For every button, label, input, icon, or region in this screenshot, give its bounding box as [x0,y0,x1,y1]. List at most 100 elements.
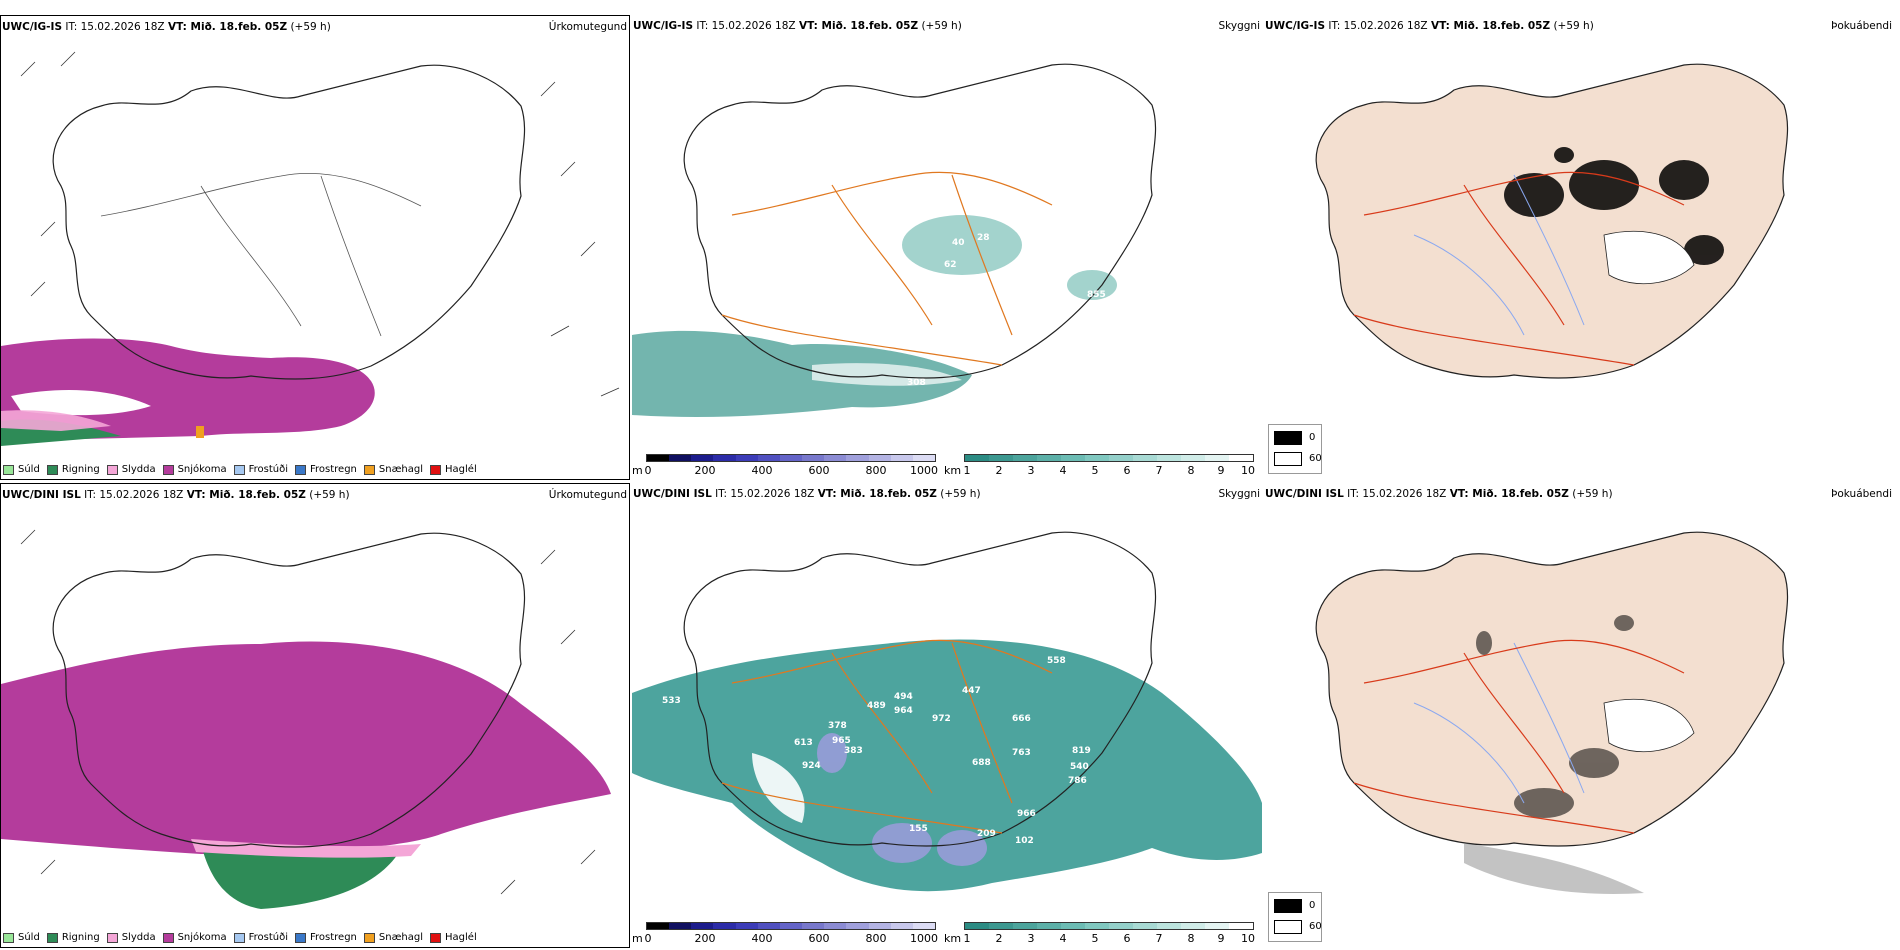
panel-header: UWC/IG-IS IT: 15.02.2026 18Z VT: Mið. 18… [2,21,331,33]
land [1315,63,1789,379]
legend-swatch [430,464,442,475]
colorbar-segment [713,923,736,929]
vis-value: 62 [944,260,957,270]
panel-header: UWC/IG-IS IT: 15.02.2026 18Z VT: Mið. 18… [633,20,962,32]
colorbar-segment [779,455,803,461]
colorbar-segment [846,923,869,929]
colorbar-tick: 400 [751,464,773,477]
roads [1353,171,1685,366]
rain-area [201,844,401,909]
colorbar-tick: 9 [1217,932,1225,945]
coastline [52,64,526,380]
colorbar-segment [1085,455,1109,461]
panel-precip-dini: UWC/DINI ISL IT: 15.02.2026 18Z VT: Mið.… [0,483,630,948]
snow-pellet-spot [196,426,204,438]
fog-legend-swatch [1274,920,1302,934]
low-vis-patches [817,733,987,866]
legend-item: Súld [3,464,40,475]
fog-over-sea [1464,843,1644,894]
colorbar-tick: 5 [1091,464,1099,477]
vis-value: 763 [1012,748,1031,758]
colorbar-tick: 1000 [910,932,938,945]
colorbar-segment [912,455,936,461]
colorbar-segment [735,455,758,461]
colorbar-tick: 200 [694,932,716,945]
vis-value: 40 [952,238,965,248]
colorbar-segment [912,923,936,929]
colorbar-tick: 200 [694,464,716,477]
legend-item: Súld [3,932,40,943]
colorbar-segment [1013,923,1037,929]
roads [721,639,1053,834]
legend-label: Súld [18,464,40,475]
wind-barbs [20,529,596,895]
colorbar-unit: m [632,464,643,477]
panel-header: UWC/DINI ISL IT: 15.02.2026 18Z VT: Mið.… [1265,488,1613,500]
panel-title: Úrkomutegund [548,21,627,33]
colorbar-tick: 6 [1123,464,1131,477]
fog-legend-swatch [1274,431,1302,445]
colorbar-tick: 4 [1059,464,1067,477]
legend-item: Frostregn [295,464,357,475]
vis-value: 308 [907,378,926,388]
colorbar-segment [757,923,780,929]
panel-title: Þokuábendi [1831,488,1892,500]
colorbar-tick: 0 [644,932,652,945]
coastline [683,63,1157,379]
colorbar-segment [890,455,913,461]
legend-item: Haglél [430,464,477,475]
colorbar-segment [1109,923,1133,929]
vis-values: 533 447 558 489 494 964 972 666 965 924 … [662,656,1123,886]
vis-value: 383 [844,746,863,756]
legend-swatch [3,932,14,943]
precip-type-legend: Súld Rigning Slydda Snjókoma Frostúði Frostre… [3,464,477,475]
glacier [1603,698,1695,753]
panel-visibility-igis: UWC/IG-IS IT: 15.02.2026 18Z VT: Mið. 18… [632,15,1262,480]
colorbar-segment [1109,455,1133,461]
legend-label: Snæhagl [378,464,424,475]
vis-value: 613 [794,738,813,748]
fog-legend-label: 60 [1309,453,1322,464]
legend-item: Snæhagl [363,464,424,475]
vis-blob [902,215,1022,275]
legend-label: Frostúði [248,464,288,475]
coastline [683,531,1157,847]
rivers [1413,174,1585,336]
legend-label: Frostúði [248,932,288,943]
land [1315,531,1789,847]
legend-item: Snjókoma [162,932,227,943]
legend-label: Slydda [121,464,156,475]
legend-item: Slydda [106,464,156,475]
rivers [1413,642,1585,804]
legend-swatch [162,464,174,475]
colorbar-tick: 2 [995,932,1003,945]
colorbar-tick: 9 [1217,464,1225,477]
coastline [52,532,526,848]
colorbar-tick: 7 [1155,464,1163,477]
colorbar-segment [1205,923,1229,929]
colorbar-tick: 800 [865,932,887,945]
snow-area [1,338,375,441]
colorbar-segment [757,455,780,461]
colorbar-tick: 600 [808,932,830,945]
roads [721,171,1053,366]
colorbar-tick: 3 [1027,932,1035,945]
precip-type-legend: Súld Rigning Slydda Snjókoma Frostúði Frostre… [3,932,477,943]
legend-item: Frostúði [233,464,288,475]
glacier [1603,230,1695,285]
vis-value: 209 [977,829,996,839]
roads [1353,639,1685,834]
legend-item: Frostregn [295,932,357,943]
panel-fog-igis: UWC/IG-IS IT: 15.02.2026 18Z VT: Mið. 18… [1264,15,1894,480]
colorbar-tick: 1 [963,464,971,477]
colorbar-tick: 1000 [910,464,938,477]
vis-value: 966 [1017,809,1036,819]
fog-legend: 0 60 [1268,892,1322,942]
visibility-km-colorbar: km 1 2 3 4 5 6 7 8 9 10 [944,918,1260,946]
colorbar-segment [868,455,891,461]
visibility-m-colorbar: m 0 200 400 600 800 1000 [632,450,942,478]
colorbar-tick: 0 [644,464,652,477]
vis-value: 378 [828,721,847,731]
colorbar-segment [713,455,736,461]
vis-value: 155 [909,824,928,834]
